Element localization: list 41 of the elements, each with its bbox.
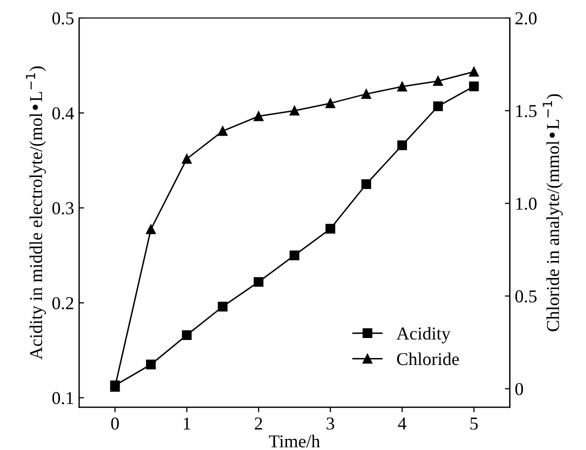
point [290, 250, 300, 260]
x-tick-label: 3 [326, 418, 334, 430]
y2-tick-label: 1.5 [516, 105, 537, 118]
y-tick-label: 0.1 [52, 392, 74, 404]
x-tick-label: 1 [184, 418, 190, 430]
point [397, 82, 408, 92]
x-axis-title: Time/h [269, 434, 320, 448]
y2-tick-label: 0.5 [515, 290, 537, 303]
y2-tick-label: 1.0 [516, 198, 537, 210]
point [433, 76, 443, 86]
x-tick-label: 5 [470, 418, 478, 430]
legend-label: Chloride [397, 352, 459, 366]
x-tick-label: 4 [398, 418, 406, 430]
y-tick-label: 0.3 [52, 202, 74, 214]
point [433, 101, 443, 112]
point [469, 66, 479, 77]
y2-tick-label: 0 [515, 382, 524, 396]
point [254, 111, 264, 122]
point [325, 98, 336, 108]
point [290, 106, 300, 116]
y-tick-label: 0.2 [52, 297, 74, 310]
point [218, 302, 228, 312]
point [397, 140, 408, 150]
point [146, 360, 156, 370]
y-axis-title: Acidity in middle electrolyte/(mol•L$^{−1}$) [26, 66, 46, 360]
x-tick-label: 2 [254, 418, 262, 430]
point [146, 224, 156, 234]
point [218, 126, 228, 136]
y2-axis-title: Chloride in analyte/(mmol•L$^{−1}$) [542, 94, 563, 332]
point [361, 179, 372, 190]
point [182, 154, 192, 164]
y-tick-label: 0.5 [52, 12, 74, 25]
x-tick-label: 0 [111, 417, 119, 430]
point [361, 89, 372, 99]
legend-label: Acidity [396, 326, 450, 344]
y-tick-label: 0.4 [52, 107, 74, 120]
point [469, 81, 479, 92]
point [254, 277, 264, 287]
point [325, 224, 336, 234]
y2-tick-label: 2.0 [515, 12, 537, 25]
point [182, 330, 192, 340]
